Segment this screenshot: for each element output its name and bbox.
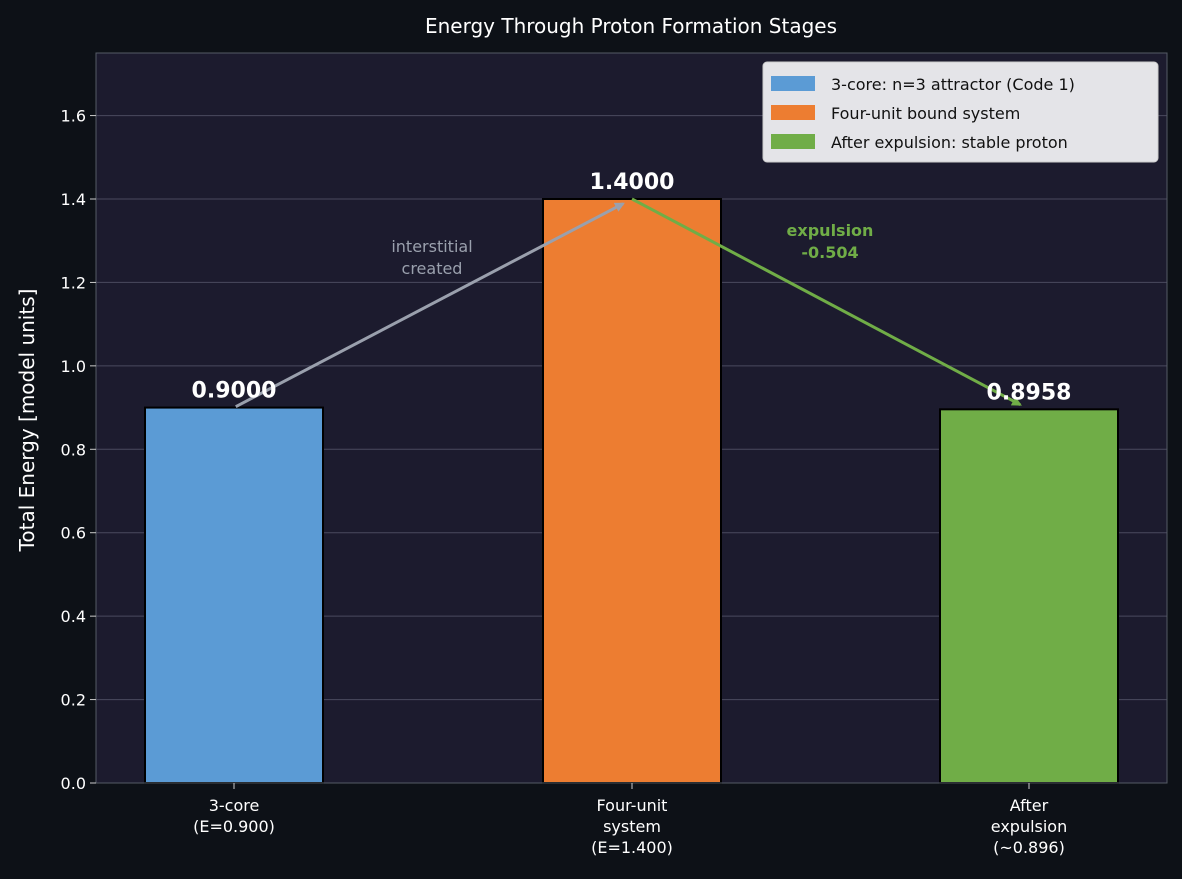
bar <box>144 406 324 784</box>
y-tick-label: 0.6 <box>61 524 86 543</box>
x-tick-label: Four-unit <box>597 796 668 815</box>
y-tick-label: 0.2 <box>61 691 86 710</box>
y-axis-label: Total Energy [model units] <box>15 289 39 553</box>
annotation-arrow <box>235 202 625 408</box>
y-tick-label: 0.4 <box>61 607 86 626</box>
y-axis-ticks: 0.0 0.2 0.4 0.6 0.8 1.0 1.2 1.4 1.6 <box>61 107 96 793</box>
y-tick-label: 1.4 <box>61 190 86 209</box>
x-tick-label: 3-core <box>209 796 260 815</box>
legend: 3-core: n=3 attractor (Code 1) Four-unit … <box>762 61 1159 163</box>
y-tick-label: 1.0 <box>61 357 86 376</box>
legend-swatch <box>771 76 815 91</box>
x-axis-ticks: 3-core (E=0.900) Four-unit system (E=1.400) A… <box>193 783 1067 857</box>
value-label: 0.8958 <box>987 380 1072 405</box>
x-tick-label: After <box>1010 796 1049 815</box>
annotation-arrows <box>235 197 1022 408</box>
legend-swatch <box>771 105 815 120</box>
legend-box <box>762 61 1159 163</box>
y-tick-label: 0.8 <box>61 440 86 459</box>
annotation-text: expulsion <box>787 221 874 240</box>
x-tick-label: (E=1.400) <box>591 838 673 857</box>
x-tick-label: system <box>603 817 661 836</box>
annotation-text: created <box>402 259 463 278</box>
annotation-text: interstitial <box>391 237 472 256</box>
x-tick-label: expulsion <box>991 817 1067 836</box>
bar <box>939 408 1119 784</box>
value-labels: 0.9000 1.4000 0.8958 <box>192 170 1072 405</box>
y-tick-label: 1.2 <box>61 273 86 292</box>
x-tick-label: (~0.896) <box>993 838 1065 857</box>
annotation-text: -0.504 <box>801 243 858 262</box>
value-label: 1.4000 <box>590 170 675 195</box>
x-tick-label: (E=0.900) <box>193 817 275 836</box>
annotation-arrow <box>631 197 1022 406</box>
legend-swatch <box>771 134 815 149</box>
value-label: 0.9000 <box>192 379 277 404</box>
chart-title: Energy Through Proton Formation Stages <box>425 14 837 38</box>
bar <box>542 198 722 784</box>
legend-entry: 3-core: n=3 attractor (Code 1) <box>831 75 1075 94</box>
legend-entry: After expulsion: stable proton <box>831 133 1068 152</box>
y-tick-label: 1.6 <box>61 107 86 126</box>
y-tick-label: 0.0 <box>61 774 86 793</box>
legend-entry: Four-unit bound system <box>831 104 1020 123</box>
bars <box>144 198 1119 784</box>
annotations: interstitial created expulsion -0.504 <box>391 221 873 278</box>
